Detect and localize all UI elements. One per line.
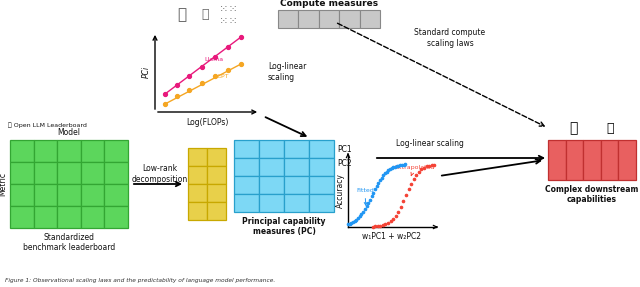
Bar [57, 140, 81, 162]
Text: w₁PC1 + w₂PC2: w₁PC1 + w₂PC2 [362, 232, 422, 241]
Bar [234, 176, 259, 194]
Text: Principal capability
measures (PC): Principal capability measures (PC) [243, 217, 326, 236]
Bar [259, 158, 284, 176]
Bar [57, 206, 81, 228]
Bar [234, 158, 259, 176]
Text: PC2: PC2 [337, 160, 351, 168]
Bar [81, 140, 104, 162]
Bar [259, 140, 284, 158]
Bar [298, 10, 319, 28]
Text: 📋: 📋 [606, 121, 614, 135]
Bar [566, 140, 583, 180]
Bar [81, 206, 104, 228]
Text: Metric: Metric [0, 172, 7, 196]
Bar [207, 184, 226, 202]
Bar [360, 10, 380, 28]
Bar [57, 184, 81, 206]
Text: Standardized
benchmark leaderboard: Standardized benchmark leaderboard [23, 233, 115, 252]
Text: PC1: PC1 [337, 146, 351, 154]
Bar [309, 194, 334, 212]
Bar [583, 140, 601, 180]
Bar [104, 140, 128, 162]
Bar [618, 140, 636, 180]
Bar [81, 162, 104, 184]
Bar [188, 202, 207, 220]
Bar [234, 140, 259, 158]
Text: 🗄: 🗄 [201, 9, 209, 22]
Text: Llama: Llama [204, 57, 223, 62]
Text: Extrapolated: Extrapolated [394, 165, 435, 176]
Text: ⬛: ⬛ [177, 7, 187, 22]
Bar [188, 184, 207, 202]
Bar [207, 166, 226, 184]
Bar [34, 184, 57, 206]
Bar [104, 184, 128, 206]
Text: PCi: PCi [142, 66, 151, 78]
Text: Compute measures: Compute measures [280, 0, 378, 8]
Text: ⁙⁙
⁙⁙: ⁙⁙ ⁙⁙ [219, 4, 237, 26]
Bar [10, 184, 34, 206]
Text: Complex downstream
capabilities: Complex downstream capabilities [545, 185, 639, 204]
Bar [104, 162, 128, 184]
Text: Figure 1: Observational scaling laws and the predictability of language model pe: Figure 1: Observational scaling laws and… [5, 278, 275, 283]
Bar [207, 202, 226, 220]
Bar [284, 140, 309, 158]
Bar [284, 158, 309, 176]
Bar [57, 162, 81, 184]
Bar [10, 162, 34, 184]
Bar [309, 140, 334, 158]
Bar [339, 10, 360, 28]
Bar [207, 148, 226, 166]
Bar [278, 10, 298, 28]
Bar [34, 162, 57, 184]
Bar [188, 148, 207, 166]
Bar [234, 194, 259, 212]
Bar [10, 140, 34, 162]
Text: Low-rank
decomposition: Low-rank decomposition [132, 164, 188, 184]
Text: Accuracy: Accuracy [336, 174, 345, 208]
Bar [259, 176, 284, 194]
Bar [548, 140, 566, 180]
Bar [284, 176, 309, 194]
Text: OPT: OPT [217, 74, 230, 79]
Bar [319, 10, 339, 28]
Bar [309, 158, 334, 176]
Text: Log(FLOPs): Log(FLOPs) [186, 118, 228, 127]
Text: Log-linear
scaling: Log-linear scaling [268, 62, 307, 82]
Text: Standard compute
scaling laws: Standard compute scaling laws [415, 28, 486, 48]
Bar [259, 194, 284, 212]
Bar [188, 166, 207, 184]
Text: 🤖: 🤖 [569, 121, 577, 135]
Bar [309, 176, 334, 194]
Text: Model: Model [58, 128, 81, 137]
Bar [284, 194, 309, 212]
Text: 🏅 Open LLM Leaderboard: 🏅 Open LLM Leaderboard [8, 123, 87, 128]
Bar [10, 206, 34, 228]
Text: Log-linear scaling: Log-linear scaling [396, 139, 464, 148]
Bar [104, 206, 128, 228]
Text: Fitted: Fitted [356, 188, 374, 205]
Bar [601, 140, 618, 180]
Bar [34, 206, 57, 228]
Bar [81, 184, 104, 206]
Bar [34, 140, 57, 162]
